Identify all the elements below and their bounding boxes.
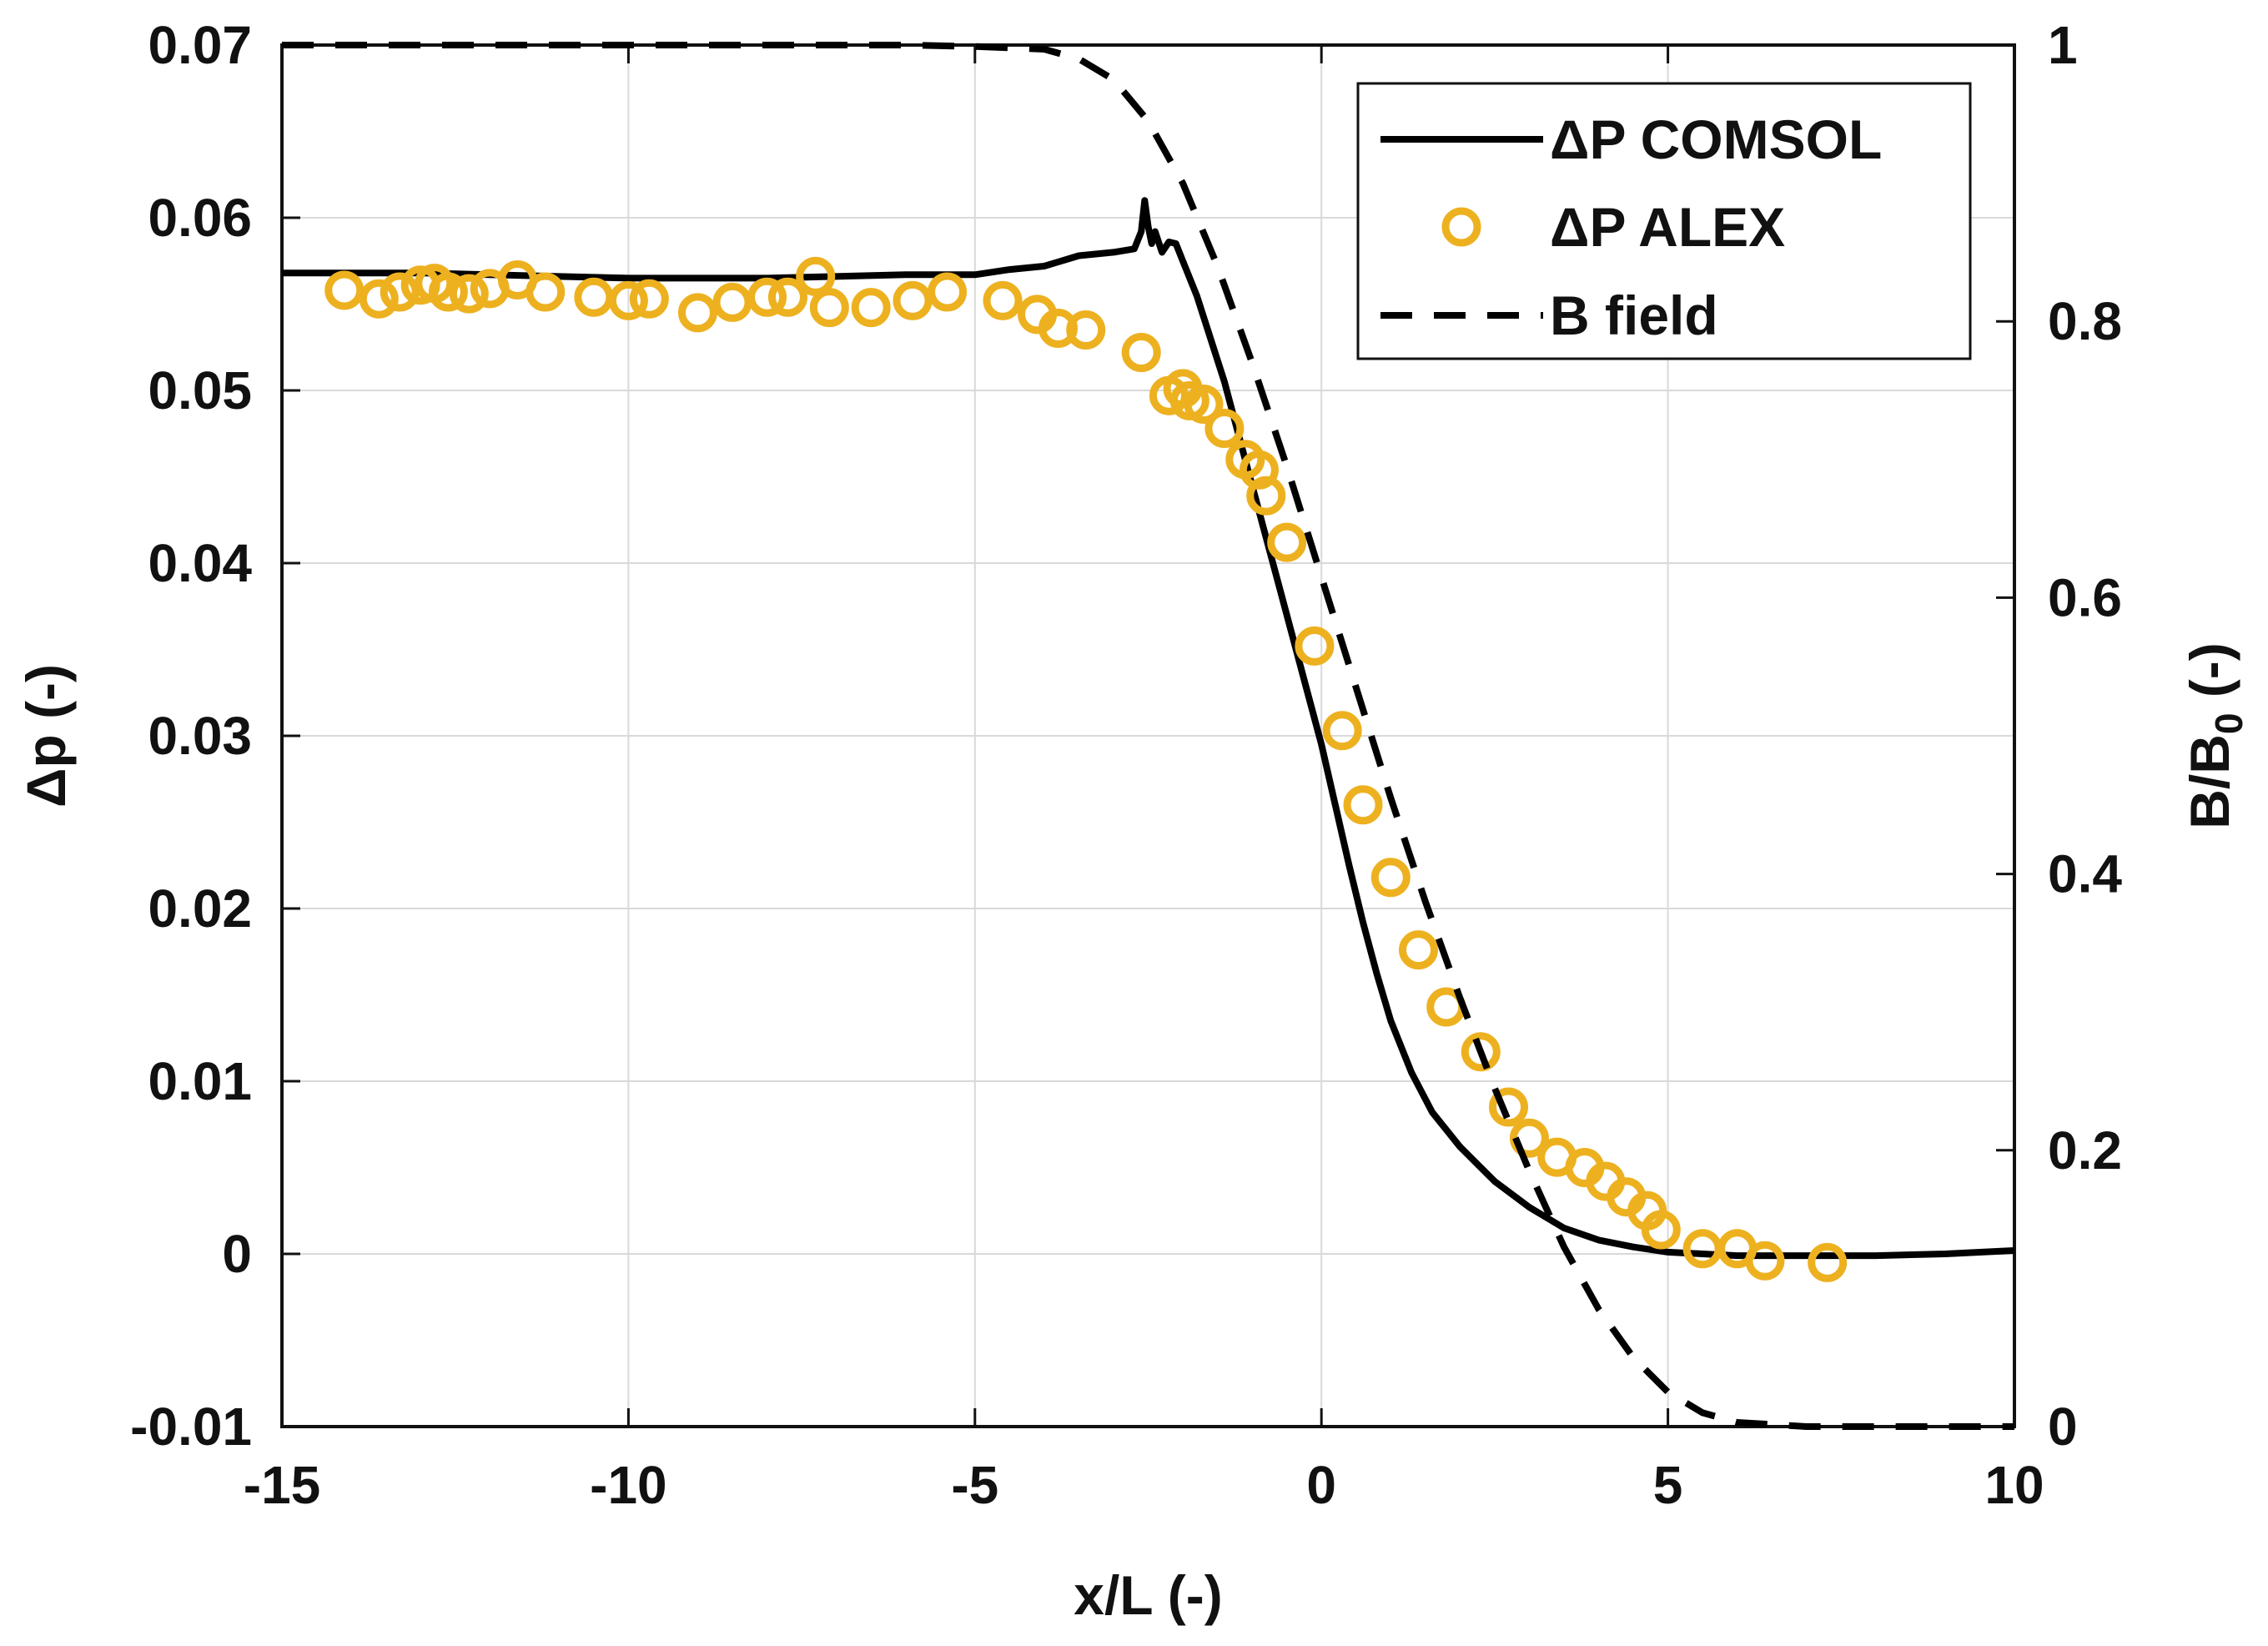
alex-data-point — [809, 288, 849, 328]
alex-data-point — [608, 280, 648, 320]
series-alex-points — [324, 256, 1848, 1282]
y-left-tick-label: 0 — [222, 1224, 252, 1284]
y-left-tick-labels: -0.01 0 0.01 0.02 0.03 0.04 0.05 0.06 0.07 — [130, 15, 252, 1457]
y-right-tick-label: 0.6 — [2048, 567, 2122, 627]
x-axis-label: x/L (-) — [1074, 1564, 1222, 1626]
alex-data-point — [851, 288, 891, 328]
y-right-tick-label: 1 — [2048, 15, 2078, 75]
alex-data-point — [1246, 476, 1286, 516]
alex-data-point — [1808, 1242, 1848, 1282]
alex-data-point — [629, 279, 669, 319]
y-left-tick-label: 0.02 — [148, 878, 252, 939]
alex-data-point — [1038, 308, 1078, 348]
alex-data-point — [1370, 858, 1411, 898]
x-tick-label: 5 — [1653, 1455, 1683, 1515]
y-left-tick-label: 0.07 — [148, 15, 252, 75]
x-tick-label: 0 — [1306, 1455, 1336, 1515]
alex-data-point — [324, 270, 365, 310]
alex-data-point — [380, 272, 420, 312]
series-bfield-line — [282, 42, 2014, 1430]
alex-data-point — [1641, 1210, 1681, 1250]
y-right-axis-label: B/B0 (-) — [2179, 642, 2250, 829]
legend: ΔP COMSOL ΔP ALEX B field — [1356, 82, 1972, 360]
alex-data-point — [1682, 1229, 1722, 1269]
x-tick-label: -15 — [244, 1455, 321, 1515]
alex-data-point — [796, 256, 836, 296]
alex-data-point — [983, 280, 1023, 320]
legend-swatch-alex — [1441, 207, 1481, 247]
alex-data-point — [1461, 1032, 1501, 1072]
alex-data-point — [1121, 332, 1161, 372]
alex-data-point — [1066, 310, 1106, 350]
alex-data-point — [747, 277, 787, 317]
alex-data-point — [1295, 626, 1335, 666]
legend-label-comsol: ΔP COMSOL — [1550, 108, 1882, 170]
alex-data-point — [677, 293, 717, 333]
alex-data-point — [1267, 522, 1307, 562]
y-left-tick-label: 0.04 — [148, 533, 252, 593]
x-tick-label: 10 — [1984, 1455, 2044, 1515]
y-right-tick-labels: 0 0.2 0.4 0.6 0.8 1 — [2048, 15, 2122, 1457]
y-left-tick-label: -0.01 — [130, 1397, 252, 1457]
y-right-label-subscript: 0 — [2207, 713, 2250, 735]
alex-data-point — [1184, 385, 1224, 425]
alex-data-point — [359, 279, 399, 319]
y-right-tick-label: 0.2 — [2048, 1120, 2122, 1180]
y-right-label-main: B/B — [2179, 734, 2240, 829]
y-right-tick-label: 0.4 — [2048, 844, 2122, 904]
alex-data-point — [893, 280, 933, 320]
alex-data-point — [428, 272, 468, 312]
alex-data-point — [449, 274, 489, 314]
alex-data-point — [1343, 785, 1383, 825]
y-left-tick-label: 0.01 — [148, 1051, 252, 1111]
alex-data-point — [928, 272, 968, 312]
y-left-tick-label: 0.06 — [148, 188, 252, 248]
alex-data-point — [712, 282, 752, 322]
y-right-tick-label: 0 — [2048, 1397, 2078, 1457]
series-layer — [282, 42, 2015, 1430]
alex-data-point — [574, 277, 614, 317]
x-tick-labels: -15 -10 -5 0 5 10 — [244, 1455, 2044, 1515]
y-left-tick-label: 0.05 — [148, 360, 252, 420]
alex-data-point — [1322, 711, 1362, 751]
x-tick-label: -5 — [951, 1455, 998, 1515]
y-left-axis-label: Δp (-) — [15, 664, 77, 808]
alex-data-point — [1745, 1241, 1785, 1281]
y-left-tick-label: 0.03 — [148, 706, 252, 766]
alex-data-point — [1509, 1118, 1549, 1158]
y-right-tick-label: 0.8 — [2048, 291, 2122, 351]
alex-data-point — [526, 272, 566, 312]
legend-label-alex: ΔP ALEX — [1550, 196, 1785, 258]
x-tick-label: -10 — [590, 1455, 667, 1515]
alex-data-point — [1204, 409, 1245, 449]
legend-label-bfield: B field — [1550, 284, 1718, 346]
alex-data-point — [1399, 930, 1439, 970]
alex-data-point — [767, 277, 807, 317]
y-right-label-suffix: (-) — [2179, 642, 2240, 712]
alex-data-point — [1489, 1087, 1529, 1127]
